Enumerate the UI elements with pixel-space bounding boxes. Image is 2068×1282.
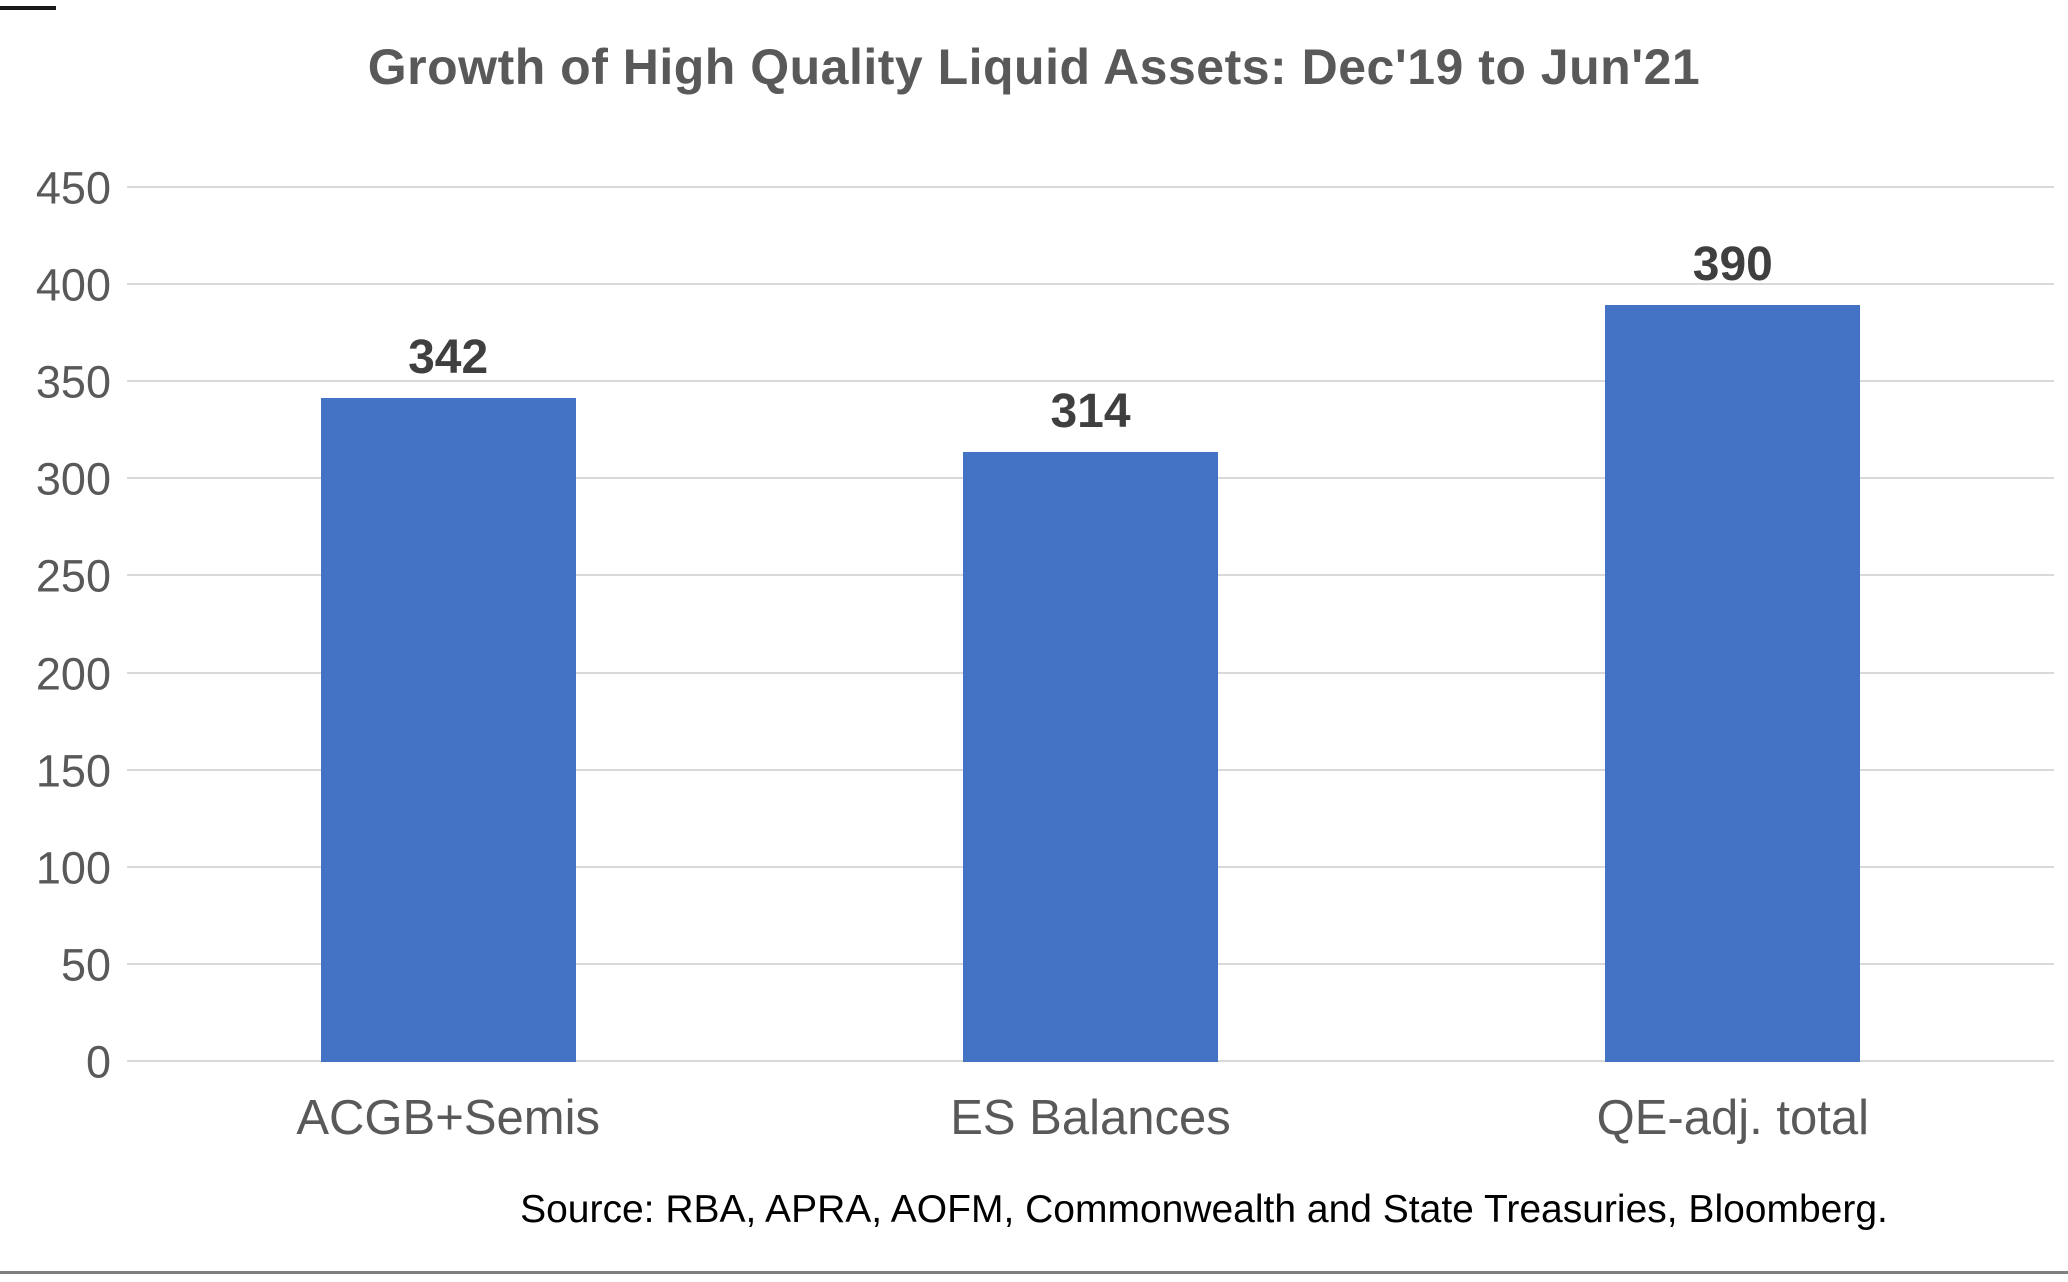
y-tick-label: 50 [60,939,111,991]
y-tick-label: 0 [85,1036,111,1088]
source-note: Source: RBA, APRA, AOFM, Commonwealth an… [520,1187,1888,1231]
x-axis: ACGB+Semis ES Balances QE-adj. total [127,1091,2054,1146]
bar-value-label: 342 [408,330,489,384]
top-left-border-fragment [0,6,56,10]
y-tick-label: 200 [35,648,111,700]
chart-title: Growth of High Quality Liquid Assets: De… [367,39,1701,95]
x-category-label: QE-adj. total [1596,1091,1869,1145]
bar [962,452,1218,1062]
y-tick-label: 150 [35,745,111,797]
x-category-label: ACGB+Semis [296,1091,600,1145]
bar-slot: 314 [769,188,1411,1062]
y-tick-label: 100 [35,842,111,894]
y-tick-label: 400 [35,259,111,311]
bar-slot: 390 [1412,188,2054,1062]
bar-slots: 342 314 390 [127,188,2054,1062]
y-tick-label: 450 [35,162,111,214]
gridline [127,380,2054,383]
bar-value-label: 390 [1692,237,1773,291]
bar-slot: 342 [127,188,769,1062]
bar-value-label: 314 [1050,385,1131,439]
y-tick-label: 300 [35,453,111,505]
bottom-border-line [0,1271,2068,1274]
bar [320,397,576,1062]
x-category-label: ES Balances [950,1091,1231,1145]
plot-wrap: 0 50 100 150 200 250 300 350 400 450 342 314 390 [0,166,2068,1085]
y-tick-label: 350 [35,356,111,408]
bar [1605,304,1861,1062]
gridline [127,283,2054,286]
plot-area: 342 314 390 [127,186,2054,1062]
y-axis: 0 50 100 150 200 250 300 350 400 450 [0,166,127,1085]
y-tick-label: 250 [35,550,111,602]
gridline [127,186,2054,188]
